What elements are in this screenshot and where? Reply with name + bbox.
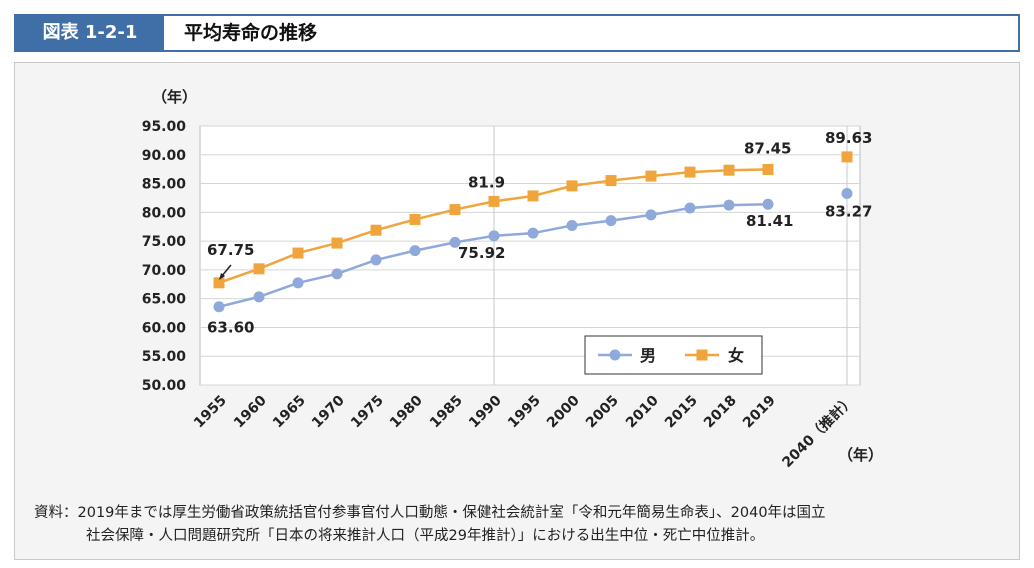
figure-header: 図表 1-2-1 平均寿命の推移 — [14, 14, 1020, 52]
data-label: 81.41 — [746, 212, 793, 230]
legend-label-male: 男 — [640, 346, 656, 365]
data-point-female — [762, 163, 774, 175]
data-point-male — [527, 227, 539, 239]
x-tick-label: 2000 — [544, 392, 583, 431]
x-tick-label: 2019 — [740, 393, 779, 432]
data-point-male — [684, 202, 696, 214]
figure-number: 図表 1-2-1 — [16, 16, 164, 50]
x-tick-label: 1970 — [309, 392, 348, 431]
x-tick-label: 1955 — [191, 393, 230, 432]
data-point-male — [645, 209, 657, 221]
source-note: 資料：2019年までは厚生労働省政策統括官付参事官付人口動態・保健社会統計室「令… — [34, 502, 1014, 548]
data-point-male — [449, 236, 461, 248]
data-point-male — [253, 291, 265, 303]
source-line-1: 資料：2019年までは厚生労働省政策統括官付参事官付人口動態・保健社会統計室「令… — [34, 505, 826, 521]
data-point-male — [723, 199, 735, 211]
data-point-male — [292, 277, 304, 289]
data-label-leader-arrow — [219, 273, 225, 280]
data-point-female — [292, 247, 304, 259]
y-tick-label: 75.00 — [142, 234, 187, 250]
data-point-male — [841, 188, 853, 200]
y-tick-label: 70.00 — [142, 263, 187, 279]
x-tick-label: 2010 — [623, 392, 662, 431]
data-label: 87.45 — [744, 139, 791, 157]
y-tick-label: 55.00 — [142, 349, 187, 365]
data-point-female — [409, 213, 421, 225]
y-tick-label: 85.00 — [142, 177, 187, 193]
x-tick-label: 1960 — [231, 392, 270, 431]
x-tick-label: 1990 — [466, 392, 505, 431]
data-label: 63.60 — [207, 319, 254, 337]
data-label: 75.92 — [458, 244, 505, 262]
x-tick-label: 2018 — [701, 393, 740, 432]
data-point-female — [723, 164, 735, 176]
data-label: 83.27 — [825, 203, 872, 221]
data-point-female — [253, 263, 265, 275]
figure-title: 平均寿命の推移 — [184, 22, 318, 44]
y-tick-label: 95.00 — [142, 119, 187, 135]
data-point-male — [409, 245, 421, 257]
x-tick-label: 1980 — [387, 392, 426, 431]
data-point-male — [488, 230, 500, 242]
x-tick-label: 1995 — [505, 393, 544, 432]
data-point-female — [527, 190, 539, 202]
y-tick-label: 80.00 — [142, 205, 187, 221]
legend-marker-male — [609, 349, 621, 361]
data-label: 67.75 — [207, 241, 254, 259]
data-point-female — [684, 166, 696, 178]
data-point-male — [213, 301, 225, 313]
y-tick-label: 90.00 — [142, 148, 187, 164]
data-point-female — [370, 224, 382, 236]
x-tick-label: 1965 — [270, 393, 309, 432]
data-point-female — [841, 151, 853, 163]
y-tick-label: 50.00 — [142, 378, 187, 394]
data-point-male — [331, 268, 343, 280]
y-axis-unit: （年） — [152, 88, 198, 106]
data-label: 81.9 — [468, 173, 505, 191]
data-point-male — [762, 198, 774, 210]
legend-marker-female — [696, 349, 708, 361]
data-point-female — [566, 180, 578, 192]
data-point-female — [213, 277, 225, 289]
data-point-female — [488, 195, 500, 207]
data-point-female — [605, 175, 617, 187]
data-point-male — [370, 254, 382, 266]
data-label: 89.63 — [825, 129, 872, 147]
x-tick-label: 2005 — [583, 393, 622, 432]
source-line-2: 社会保障・人口問題研究所「日本の将来推計人口（平成29年推計）」における出生中位… — [86, 528, 765, 544]
x-tick-label: 1985 — [427, 393, 466, 432]
data-point-female — [449, 204, 461, 216]
data-point-male — [566, 219, 578, 231]
x-tick-label: 2015 — [662, 393, 701, 432]
x-axis-unit: （年） — [838, 446, 884, 464]
legend-label-female: 女 — [728, 346, 744, 365]
x-tick-label: 1975 — [348, 393, 387, 432]
data-point-female — [645, 170, 657, 182]
y-tick-label: 60.00 — [142, 320, 187, 336]
data-point-male — [605, 215, 617, 227]
data-point-female — [331, 237, 343, 249]
y-tick-label: 65.00 — [142, 292, 187, 308]
